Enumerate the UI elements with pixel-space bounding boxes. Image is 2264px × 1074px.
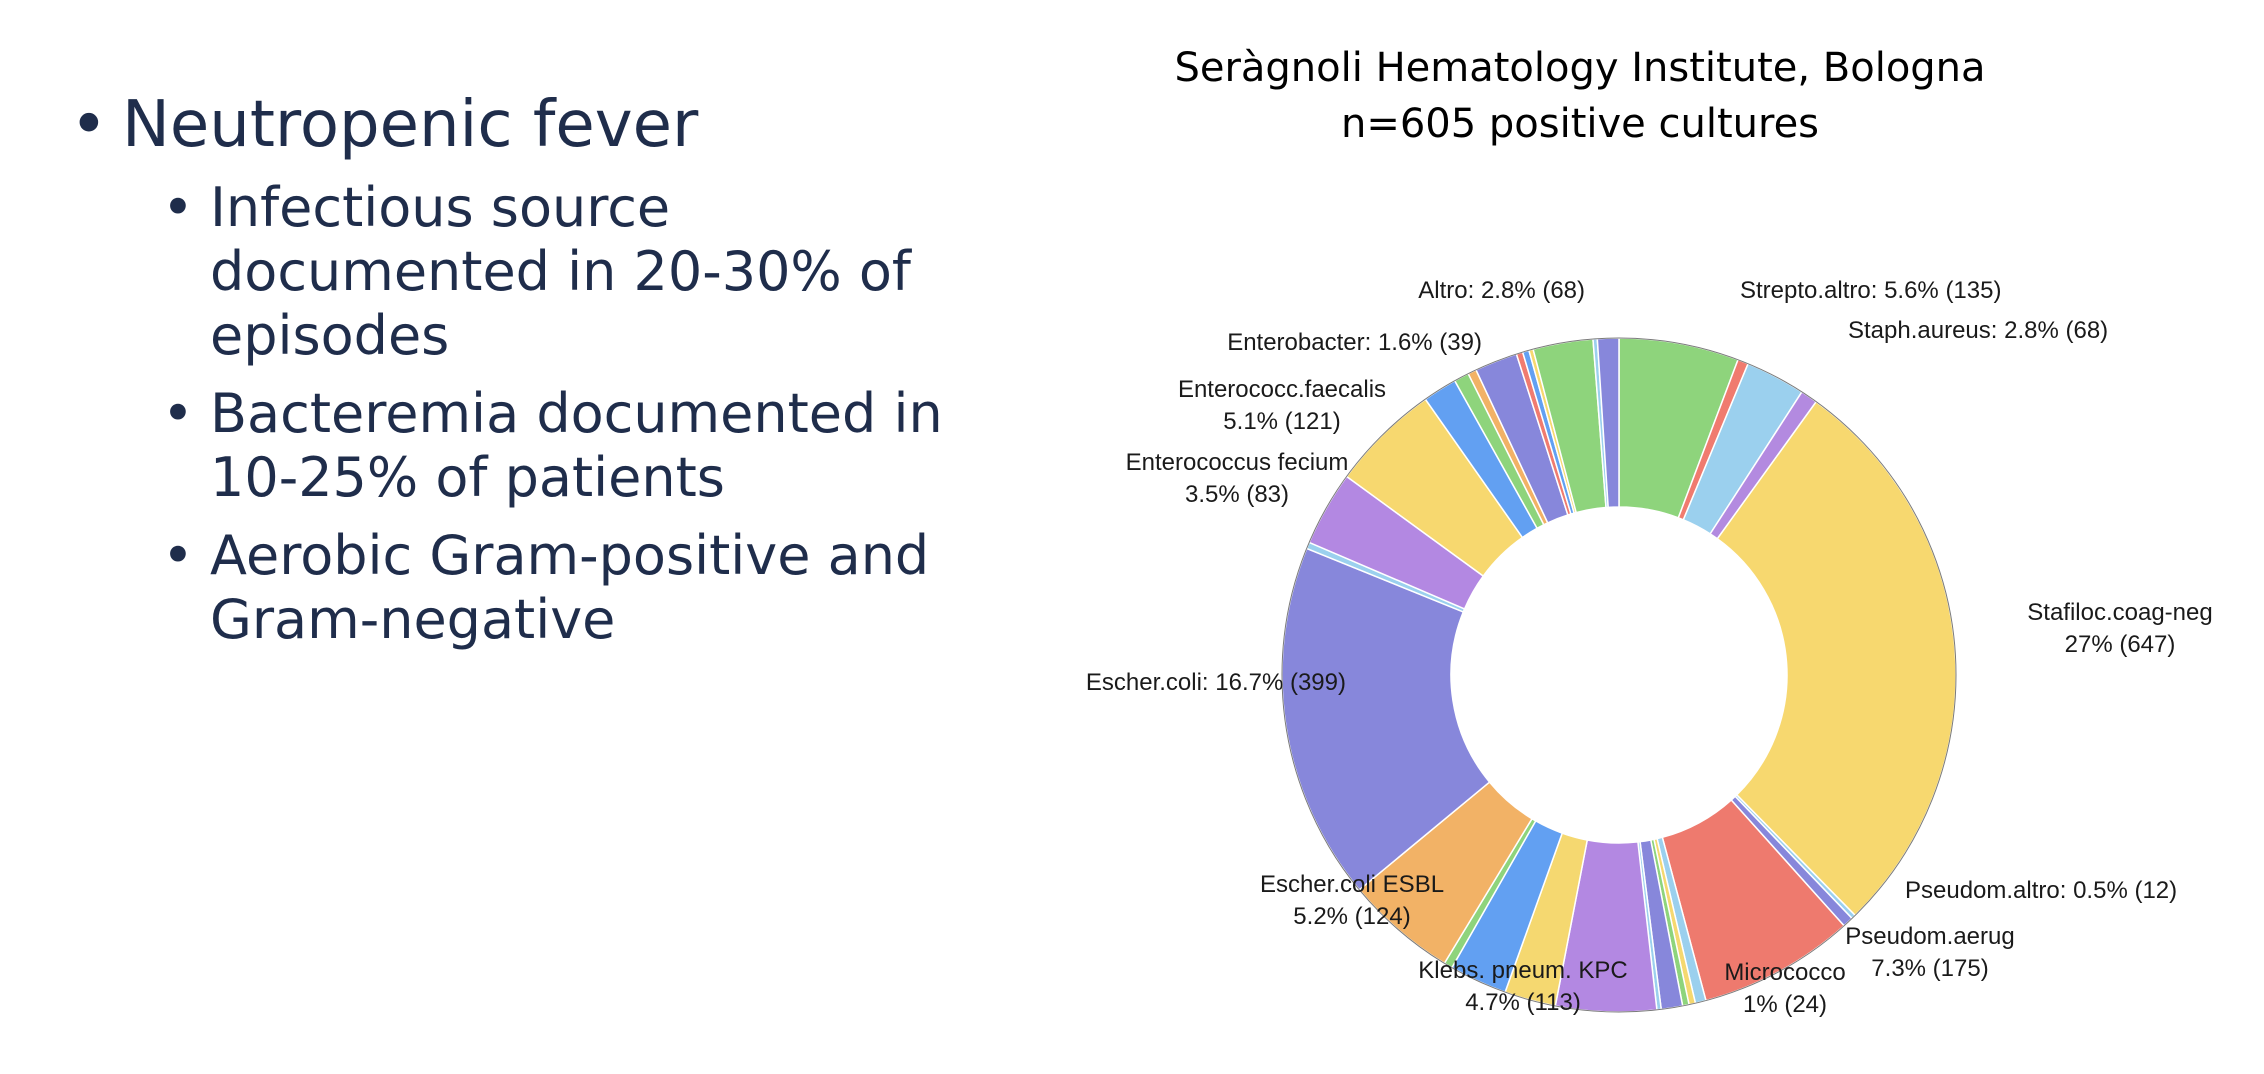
slice-label: Strepto.altro: 5.6% (135) xyxy=(1740,277,2001,304)
slice-label-line: 5.2% (124) xyxy=(1293,903,1410,930)
slice-label-line: 4.7% (113) xyxy=(1465,989,1581,1016)
donut-slices xyxy=(1281,337,1957,1013)
chart-title-line: Seràgnoli Hematology Institute, Bologna xyxy=(1174,45,1986,91)
slice-label-line: Strepto.altro: 5.6% (135) xyxy=(1740,277,2001,304)
slide-text: Neutropenic fever Infectious source docu… xyxy=(70,80,970,666)
slice-label-line: Escher.coli: 16.7% (399) xyxy=(1086,669,1346,696)
slice-label: Pseudom.aerug 7.3% (175) xyxy=(1845,923,2014,982)
slice-label-line: 1% (24) xyxy=(1743,991,1827,1018)
slice-label-line: 7.3% (175) xyxy=(1871,955,1988,982)
slice-label-line: Enterococc.faecalis xyxy=(1178,376,1386,403)
slice-label-line: Micrococco xyxy=(1724,959,1845,986)
slice-label: Enterococc.faecalis 5.1% (121) xyxy=(1178,376,1386,435)
bullet-item: Aerobic Gram-positive and Gram-negative xyxy=(70,524,1010,652)
slice-label: Pseudom.altro: 0.5% (12) xyxy=(1905,877,2177,904)
slice-label-line: Enterobacter: 1.6% (39) xyxy=(1227,329,1482,356)
slice-label-line: Klebs. pneum. KPC xyxy=(1418,957,1627,984)
slice-label: Micrococco 1% (24) xyxy=(1724,959,1845,1018)
bullet-item: Infectious source documented in 20-30% o… xyxy=(70,176,1010,368)
slice-label-line: 3.5% (83) xyxy=(1185,481,1289,508)
slice-label: Stafiloc.coag-neg 27% (647) xyxy=(2027,599,2212,658)
slice-label-line: 5.1% (121) xyxy=(1223,408,1340,435)
slice-label: Enterococcus fecium 3.5% (83) xyxy=(1126,449,1349,508)
slice-label: Klebs. pneum. KPC 4.7% (113) xyxy=(1418,957,1627,1016)
donut-outline xyxy=(1281,337,1957,1013)
chart-subtitle-line: n=605 positive cultures xyxy=(1340,101,1820,147)
bullet-list: Infectious source documented in 20-30% o… xyxy=(70,176,970,652)
slice-label-line: Enterococcus fecium xyxy=(1126,449,1349,476)
slice-label-line: 27% (647) xyxy=(2065,631,2176,658)
slice-label: Escher.coli: 16.7% (399) xyxy=(1086,669,1346,696)
slice-label-line: Altro: 2.8% (68) xyxy=(1418,277,1585,304)
slice-label-line: Pseudom.altro: 0.5% (12) xyxy=(1905,877,2177,904)
chart-title: Seràgnoli Hematology Institute, Bologna … xyxy=(1080,40,2080,152)
slice-label-line: Stafiloc.coag-neg xyxy=(2027,599,2212,626)
bullet-item: Bacteremia documented in 10-25% of patie… xyxy=(70,382,1010,510)
slice-label: Escher.coli ESBL 5.2% (124) xyxy=(1260,871,1444,930)
slice-label: Staph.aureus: 2.8% (68) xyxy=(1848,317,2108,344)
slice-label: Altro: 2.8% (68) xyxy=(1418,277,1585,304)
slide-heading: Neutropenic fever xyxy=(70,80,970,170)
slice-label-line: Staph.aureus: 2.8% (68) xyxy=(1848,317,2108,344)
slice-label: Enterobacter: 1.6% (39) xyxy=(1227,329,1482,356)
slice-label-line: Escher.coli ESBL xyxy=(1260,871,1444,898)
slice-label-line: Pseudom.aerug xyxy=(1845,923,2014,950)
slice-labels: Strepto.altro: 5.6% (135) Staph.aureus: 2… xyxy=(1086,277,2213,1018)
